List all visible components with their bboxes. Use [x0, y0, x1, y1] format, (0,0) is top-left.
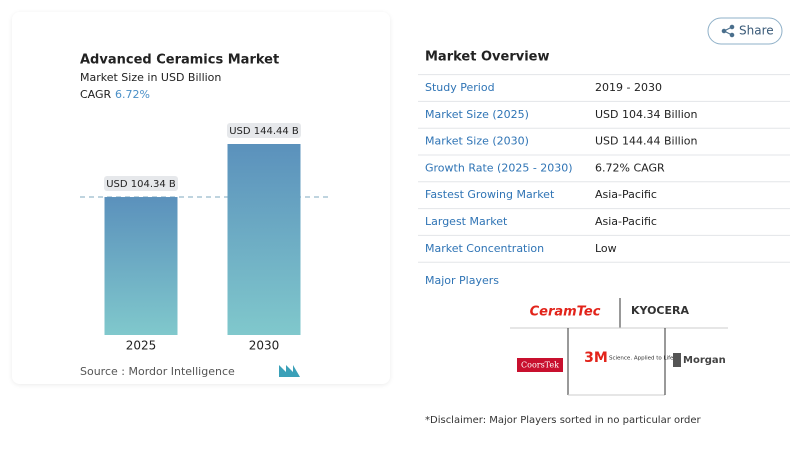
source: Source : Mordor Intelligence [80, 365, 235, 378]
chart-card [12, 12, 390, 384]
share-label[interactable]: Share [739, 24, 774, 38]
logo-3m-tagline: Science. Applied to Life. [609, 356, 675, 362]
overview-label: Fastest Growing Market [425, 188, 555, 201]
overview-label: Study Period [425, 81, 495, 94]
logo-3m: 3M [584, 350, 608, 366]
logo-morgan: Morgan [683, 355, 726, 366]
players-title: Major Players [425, 274, 499, 287]
overview-value: 2019 - 2030 [595, 81, 662, 94]
overview-value: Asia-Pacific [595, 215, 657, 228]
value-label-bg [104, 176, 178, 192]
cagr-label: CAGR [80, 88, 112, 101]
bar [227, 144, 301, 335]
overview-value: USD 104.34 Billion [595, 108, 697, 121]
cagr-value: 6.72% [115, 88, 150, 101]
disclaimer: *Disclaimer: Major Players sorted in no … [425, 415, 702, 426]
overview-title: Market Overview [425, 50, 549, 65]
source-logo [279, 365, 300, 377]
x-tick-label: 2025 [126, 339, 157, 353]
share-border[interactable] [707, 17, 783, 45]
coorstek-box [517, 358, 563, 372]
morgan-mark [673, 353, 681, 367]
overview-label: Largest Market [425, 215, 508, 228]
overview-value: Low [595, 242, 617, 255]
value-label-bg [227, 123, 301, 138]
value-label: USD 104.34 B [106, 179, 176, 190]
share-icon[interactable] [721, 24, 735, 38]
logo-ceramtec: CeramTec [530, 305, 601, 320]
bar [104, 197, 178, 335]
x-tick-label: 2030 [249, 339, 280, 353]
value-label: USD 144.44 B [229, 126, 299, 137]
player-logos: CeramTec KYOCERA CoorsTek 3M Science. Ap… [510, 298, 728, 396]
logo-coorstek: CoorsTek [521, 361, 559, 370]
overview-value: USD 144.44 Billion [595, 135, 697, 148]
overview-label: Market Concentration [425, 242, 544, 255]
share-button[interactable]: Share [707, 17, 783, 45]
overview-value: Asia-Pacific [595, 188, 657, 201]
overview-value: 6.72% CAGR [595, 161, 665, 174]
logo-kyocera: KYOCERA [631, 304, 690, 317]
chart-title: Advanced Ceramics Market [80, 53, 279, 68]
overview-label: Market Size (2025) [425, 108, 529, 121]
overview-label: Market Size (2030) [425, 135, 529, 148]
chart-subtitle: Market Size in USD Billion [80, 71, 221, 84]
overview-label: Growth Rate (2025 - 2030) [425, 161, 573, 174]
